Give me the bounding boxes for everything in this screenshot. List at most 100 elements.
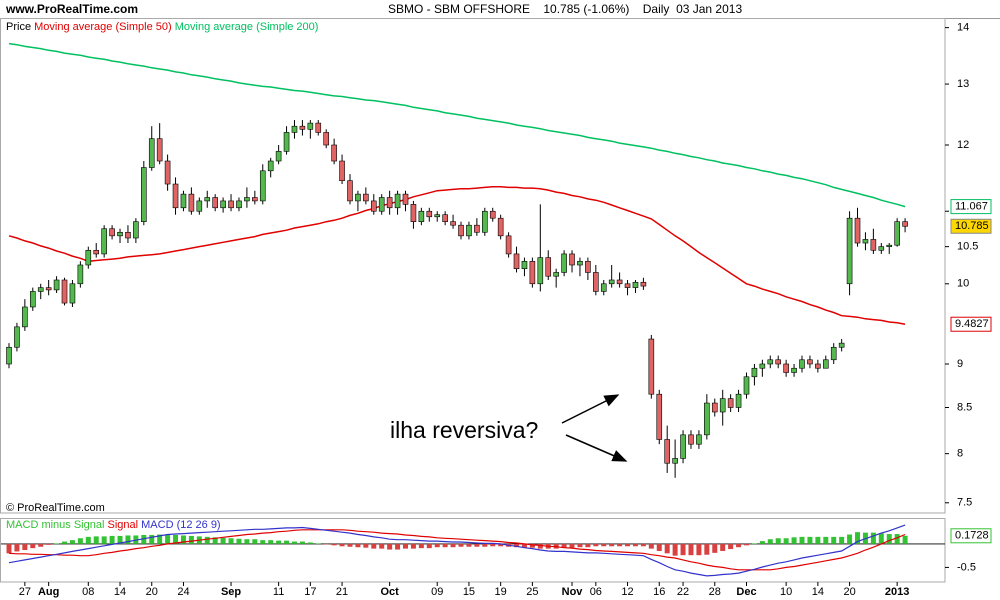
candle-body	[466, 224, 472, 237]
candle-body	[133, 221, 139, 239]
y-tick-label: 10	[957, 278, 969, 290]
candle-body	[339, 160, 345, 182]
macd-hist-bar	[379, 543, 385, 549]
macd-hist-bar	[902, 535, 908, 544]
macd-hist-bar	[728, 543, 734, 550]
candle-body	[394, 193, 401, 209]
macd-hist-bar	[831, 536, 837, 544]
candle-body	[521, 260, 528, 270]
candle-body	[616, 279, 623, 285]
candle-body	[751, 367, 758, 378]
macd-hist-bar	[109, 535, 115, 544]
candle-body	[204, 197, 211, 202]
macd-hist-bar	[434, 543, 440, 548]
macd-hist-bar	[14, 543, 20, 552]
candle-body	[862, 239, 869, 244]
candle-body	[69, 283, 76, 304]
candle-body	[878, 246, 885, 251]
macd-hist-bar	[426, 543, 432, 549]
macd-hist-bar	[775, 538, 781, 544]
candle-body	[593, 272, 599, 292]
x-tick-label: 25	[526, 586, 538, 598]
candle-body	[767, 359, 774, 365]
candle-body	[22, 306, 28, 328]
macd-hist-bar	[403, 543, 408, 549]
macd-hist-bar	[648, 543, 654, 549]
macd-hist-bar	[886, 534, 892, 544]
candle-body	[109, 228, 115, 237]
macd-hist-bar	[212, 537, 218, 544]
candle-body	[807, 359, 813, 365]
macd-hist-bar	[339, 543, 345, 547]
candle-body	[172, 183, 179, 209]
value-label: 11.067	[955, 201, 988, 213]
macd-hist-bar	[458, 543, 464, 547]
macd-hist-bar	[165, 534, 171, 544]
macd-hist-bar	[529, 543, 535, 548]
macd-hist-bar	[54, 543, 60, 544]
candle-body	[561, 253, 567, 273]
macd-hist-bar	[704, 543, 710, 555]
value-box	[950, 199, 992, 215]
macd-hist-bar	[482, 543, 488, 547]
candle-body	[426, 210, 433, 218]
macd-hist-bar	[101, 536, 107, 544]
x-tick-label: Dec	[736, 586, 756, 598]
candle-body	[585, 260, 591, 273]
candle-body	[370, 200, 377, 212]
candle-body	[180, 193, 187, 209]
y-tick-label: 8.5	[957, 401, 972, 413]
x-tick-label: 24	[177, 586, 189, 598]
x-tick-label: 10	[780, 586, 792, 598]
macd-hist-bar	[355, 543, 361, 548]
macd-hist-bar	[688, 543, 694, 556]
copyright: © ProRealTime.com	[6, 502, 105, 514]
candle-body	[759, 363, 766, 369]
macd-hist-bar	[799, 536, 805, 544]
macd-hist-bar	[173, 534, 179, 544]
annotation: ilha reversiva?	[390, 417, 538, 443]
x-tick-label: 14	[114, 586, 126, 598]
candle-body	[743, 376, 750, 395]
macd-hist-bar	[46, 543, 52, 545]
macd-hist-bar	[601, 543, 607, 547]
candle-body	[164, 160, 171, 185]
macd-hist-bar	[878, 533, 884, 544]
macd-hist-bar	[759, 541, 765, 544]
candle-body	[291, 125, 298, 133]
macd-hist-bar	[474, 543, 480, 547]
candle-body	[481, 210, 488, 233]
y-tick-label: 13	[957, 78, 969, 90]
macd-hist-bar	[521, 543, 527, 548]
macd-hist-bar	[498, 543, 504, 547]
candle-body	[704, 402, 710, 436]
candle-body	[489, 210, 496, 219]
macd-hist-bar	[807, 536, 813, 544]
macd-hist-bar	[720, 543, 726, 551]
candle-body	[822, 359, 829, 369]
candle-body	[727, 398, 734, 408]
candle-body	[474, 224, 480, 233]
candle-body	[125, 231, 131, 239]
x-tick-label: 2013	[885, 586, 909, 598]
candle-body	[664, 439, 670, 464]
x-tick-label: 22	[677, 586, 689, 598]
candle-body	[735, 393, 742, 408]
candle-body	[315, 122, 322, 133]
candle-body	[450, 221, 456, 226]
moving-average	[8, 42, 906, 208]
macd-legend: MACD minus Signal Signal MACD (12 26 9)	[6, 519, 221, 531]
candle-body	[402, 193, 409, 205]
candle-body	[783, 363, 789, 373]
candle-body	[569, 253, 575, 266]
macd-hist-bar	[244, 539, 250, 544]
candle-body	[29, 291, 36, 308]
macd-hist-bar	[870, 532, 876, 544]
candle-body	[434, 214, 441, 218]
x-tick-label: 21	[336, 586, 348, 598]
candle-body	[101, 228, 107, 255]
macd-hist-bar	[331, 543, 337, 546]
macd-hist-bar	[625, 543, 631, 547]
macd-hist-bar	[815, 536, 821, 544]
